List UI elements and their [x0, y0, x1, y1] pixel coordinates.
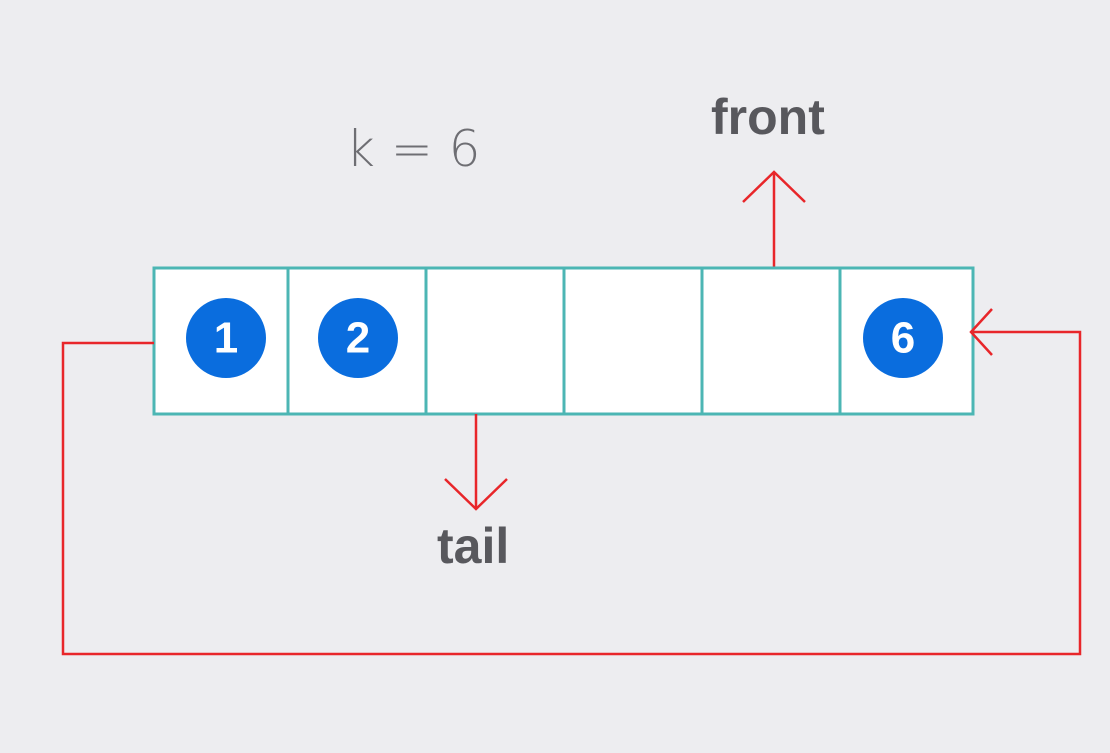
wraparound-arrow [61, 308, 1082, 656]
slot-1-value: 2 [346, 314, 370, 363]
front-arrow [742, 170, 806, 267]
queue-slot-3 [562, 266, 704, 416]
tail-arrow [444, 414, 508, 511]
slot-0-value-badge: 1 [186, 298, 266, 378]
slot-5-value: 6 [891, 314, 915, 363]
slot-1-value-badge: 2 [318, 298, 398, 378]
front-label: front [711, 89, 825, 145]
slot-0-value: 1 [214, 314, 238, 363]
queue-array [152, 266, 975, 416]
capacity-label: k = 6 [346, 120, 480, 178]
queue-slot-2 [424, 266, 566, 416]
tail-label: tail [437, 518, 509, 574]
queue-slot-4 [700, 266, 842, 416]
slot-5-value-badge: 6 [863, 298, 943, 378]
